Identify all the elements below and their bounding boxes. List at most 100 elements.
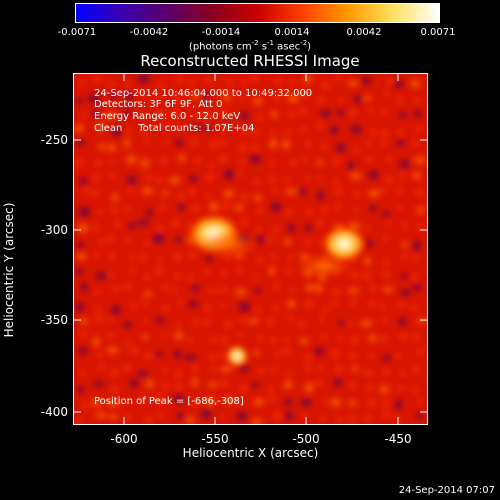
ripple-blob xyxy=(171,366,185,382)
ripple-blob xyxy=(167,121,182,135)
ripple-blob xyxy=(123,173,140,187)
ripple-blob xyxy=(141,237,153,249)
ripple-blob xyxy=(236,299,253,315)
ripple-blob xyxy=(171,270,185,283)
ripple-blob xyxy=(187,200,204,216)
ripple-blob xyxy=(364,351,380,360)
ripple-blob xyxy=(214,151,232,167)
ripple-blob xyxy=(350,144,362,156)
ripple-blob xyxy=(378,409,395,421)
ripple-blob xyxy=(367,202,378,214)
ripple-blob xyxy=(266,263,278,278)
colorbar-label-1: -0.0071 xyxy=(57,27,97,38)
ripple-blob xyxy=(109,218,126,231)
ripple-blob xyxy=(357,318,376,329)
ripple-blob xyxy=(301,74,315,87)
ripple-blob xyxy=(174,189,188,204)
ripple-blob xyxy=(236,190,254,205)
ripple-blob xyxy=(331,376,345,389)
ripple-blob xyxy=(216,301,229,311)
ripple-blob xyxy=(232,202,247,213)
ripple-blob xyxy=(150,230,168,247)
ripple-blob xyxy=(358,268,376,284)
ripple-blob xyxy=(236,89,248,105)
ripple-blob xyxy=(299,411,311,420)
ripple-blob xyxy=(153,173,166,188)
ripple-blob xyxy=(74,121,86,136)
ripple-blob xyxy=(268,108,280,121)
ripple-blob xyxy=(301,136,315,151)
ripple-blob xyxy=(411,95,423,107)
ripple-blob xyxy=(90,334,102,350)
ripple-blob xyxy=(76,344,90,358)
ripple-blob xyxy=(175,202,188,213)
y-tick-label: -400 xyxy=(40,405,68,419)
ripple-blob xyxy=(281,237,294,247)
ripple-blob xyxy=(217,122,234,135)
ripple-blob xyxy=(313,363,329,373)
ripple-blob xyxy=(139,332,151,342)
ripple-blob xyxy=(410,251,421,265)
ripple-blob xyxy=(182,414,198,424)
ripple-blob xyxy=(108,283,124,295)
ripple-blob xyxy=(343,411,362,424)
ripple-blob xyxy=(247,316,262,326)
ripple-blob xyxy=(233,140,252,156)
ripple-blob xyxy=(217,198,235,214)
ripple-blob xyxy=(135,391,149,407)
ripple-blob xyxy=(135,251,151,264)
ripple-blob xyxy=(119,361,136,374)
ripple-blob xyxy=(221,166,238,183)
ripple-blob xyxy=(409,329,423,345)
ripple-blob xyxy=(75,204,94,220)
ripple-blob xyxy=(137,129,152,139)
ripple-blob xyxy=(345,158,357,174)
ripple-blob xyxy=(396,168,408,184)
ripple-blob xyxy=(282,312,297,324)
ripple-blob xyxy=(332,141,349,155)
ripple-blob xyxy=(109,124,125,140)
ripple-blob xyxy=(215,137,229,150)
ripple-blob xyxy=(285,286,301,295)
ripple-blob xyxy=(171,380,187,392)
ripple-blob xyxy=(285,76,300,87)
ripple-blob xyxy=(367,280,379,296)
ripple-blob xyxy=(109,302,124,318)
ripple-blob xyxy=(265,334,282,347)
ripple-blob xyxy=(79,398,91,413)
ripple-blob xyxy=(411,185,427,200)
ripple-blob xyxy=(184,336,197,345)
ripple-blob xyxy=(262,314,279,329)
ripple-blob xyxy=(74,299,87,315)
ripple-blob xyxy=(198,317,216,329)
ripple-blob xyxy=(407,137,423,149)
ripple-blob xyxy=(348,189,366,200)
ripple-blob xyxy=(91,249,102,261)
ripple-blob xyxy=(365,297,378,311)
ripple-blob xyxy=(394,299,408,311)
ripple-blob xyxy=(314,174,326,184)
ripple-blob xyxy=(173,74,186,89)
ripple-blob xyxy=(408,383,423,396)
ripple-blob xyxy=(223,75,236,89)
ripple-blob xyxy=(106,157,118,167)
ripple-blob xyxy=(76,367,89,379)
ripple-blob xyxy=(192,152,204,168)
ripple-blob xyxy=(105,204,123,217)
ripple-blob xyxy=(123,185,139,195)
ripple-blob xyxy=(345,398,360,408)
ripple-blob xyxy=(293,318,311,330)
ripple-blob xyxy=(104,142,120,154)
ripple-blob xyxy=(362,138,376,149)
ripple-blob xyxy=(284,253,296,265)
ripple-blob xyxy=(172,329,186,343)
ripple-blob xyxy=(142,377,157,390)
ripple-blob xyxy=(298,154,310,164)
ripple-blob xyxy=(155,79,168,92)
ripple-blob xyxy=(203,253,215,265)
ripple-blob xyxy=(75,383,87,396)
ripple-blob xyxy=(280,369,298,378)
ripple-blob xyxy=(217,413,228,423)
ripple-blob xyxy=(103,344,122,356)
